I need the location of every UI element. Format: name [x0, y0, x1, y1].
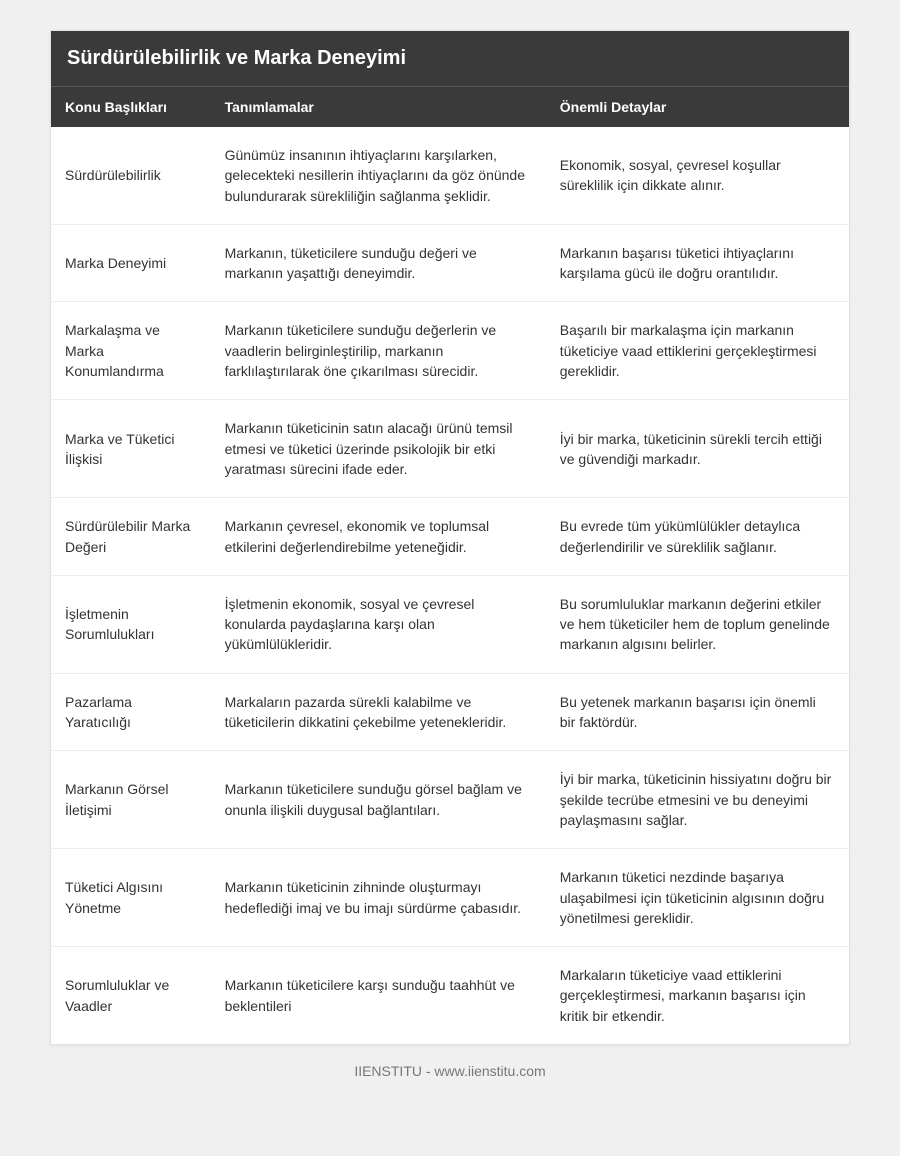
table-cell: Sürdürülebilirlik: [51, 127, 211, 224]
col-header-0: Konu Başlıkları: [51, 87, 211, 128]
table-cell: Markanın Görsel İletişimi: [51, 751, 211, 849]
table-cell: Pazarlama Yaratıcılığı: [51, 673, 211, 751]
table-cell: Markanın tüketicilere sunduğu görsel bağ…: [211, 751, 546, 849]
table-cell: Markanın tüketici nezdinde başarıya ulaş…: [546, 849, 849, 947]
col-header-1: Tanımlamalar: [211, 87, 546, 128]
table-cell: Sürdürülebilir Marka Değeri: [51, 498, 211, 576]
table-cell: Markanın çevresel, ekonomik ve toplumsal…: [211, 498, 546, 576]
table-cell: Markaların tüketiciye vaad ettiklerini g…: [546, 947, 849, 1044]
table-cell: İyi bir marka, tüketicinin sürekli terci…: [546, 400, 849, 498]
col-header-2: Önemli Detaylar: [546, 87, 849, 128]
table-cell: Markalaşma ve Marka Konumlandırma: [51, 302, 211, 400]
table-cell: İyi bir marka, tüketicinin hissiyatını d…: [546, 751, 849, 849]
table-cell: Ekonomik, sosyal, çevresel koşullar süre…: [546, 127, 849, 224]
table-cell: Sorumluluklar ve Vaadler: [51, 947, 211, 1044]
table-cell: Markanın, tüketicilere sunduğu değeri ve…: [211, 224, 546, 302]
table-cell: İşletmenin ekonomik, sosyal ve çevresel …: [211, 575, 546, 673]
table-header-row: Konu Başlıkları Tanımlamalar Önemli Deta…: [51, 87, 849, 128]
content-card: Sürdürülebilirlik ve Marka Deneyimi Konu…: [50, 30, 850, 1045]
table-cell: Markanın tüketicinin satın alacağı ürünü…: [211, 400, 546, 498]
table-cell: Markanın tüketicilere karşı sunduğu taah…: [211, 947, 546, 1044]
table-cell: Markanın tüketicinin zihninde oluşturmay…: [211, 849, 546, 947]
table-row: Marka DeneyimiMarkanın, tüketicilere sun…: [51, 224, 849, 302]
table-cell: İşletmenin Sorumlulukları: [51, 575, 211, 673]
table-cell: Markaların pazarda sürekli kalabilme ve …: [211, 673, 546, 751]
table-cell: Marka Deneyimi: [51, 224, 211, 302]
table-row: SürdürülebilirlikGünümüz insanının ihtiy…: [51, 127, 849, 224]
table-body: SürdürülebilirlikGünümüz insanının ihtiy…: [51, 127, 849, 1044]
table-row: Sürdürülebilir Marka DeğeriMarkanın çevr…: [51, 498, 849, 576]
table-title: Sürdürülebilirlik ve Marka Deneyimi: [51, 31, 849, 86]
table-row: Sorumluluklar ve VaadlerMarkanın tüketic…: [51, 947, 849, 1044]
footer-text: IIENSTITU - www.iienstitu.com: [50, 1045, 850, 1079]
table-cell: Markanın başarısı tüketici ihtiyaçlarını…: [546, 224, 849, 302]
table-row: Markanın Görsel İletişimiMarkanın tüketi…: [51, 751, 849, 849]
table-cell: Tüketici Algısını Yönetme: [51, 849, 211, 947]
table-cell: Marka ve Tüketici İlişkisi: [51, 400, 211, 498]
table-row: Marka ve Tüketici İlişkisiMarkanın tüket…: [51, 400, 849, 498]
data-table: Konu Başlıkları Tanımlamalar Önemli Deta…: [51, 86, 849, 1044]
table-row: Pazarlama YaratıcılığıMarkaların pazarda…: [51, 673, 849, 751]
table-cell: Bu evrede tüm yükümlülükler detaylıca de…: [546, 498, 849, 576]
table-cell: Bu sorumluluklar markanın değerini etkil…: [546, 575, 849, 673]
table-row: İşletmenin Sorumluluklarıİşletmenin ekon…: [51, 575, 849, 673]
table-cell: Başarılı bir markalaşma için markanın tü…: [546, 302, 849, 400]
table-cell: Günümüz insanının ihtiyaçlarını karşılar…: [211, 127, 546, 224]
table-row: Tüketici Algısını YönetmeMarkanın tüketi…: [51, 849, 849, 947]
table-row: Markalaşma ve Marka KonumlandırmaMarkanı…: [51, 302, 849, 400]
table-cell: Bu yetenek markanın başarısı için önemli…: [546, 673, 849, 751]
table-cell: Markanın tüketicilere sunduğu değerlerin…: [211, 302, 546, 400]
